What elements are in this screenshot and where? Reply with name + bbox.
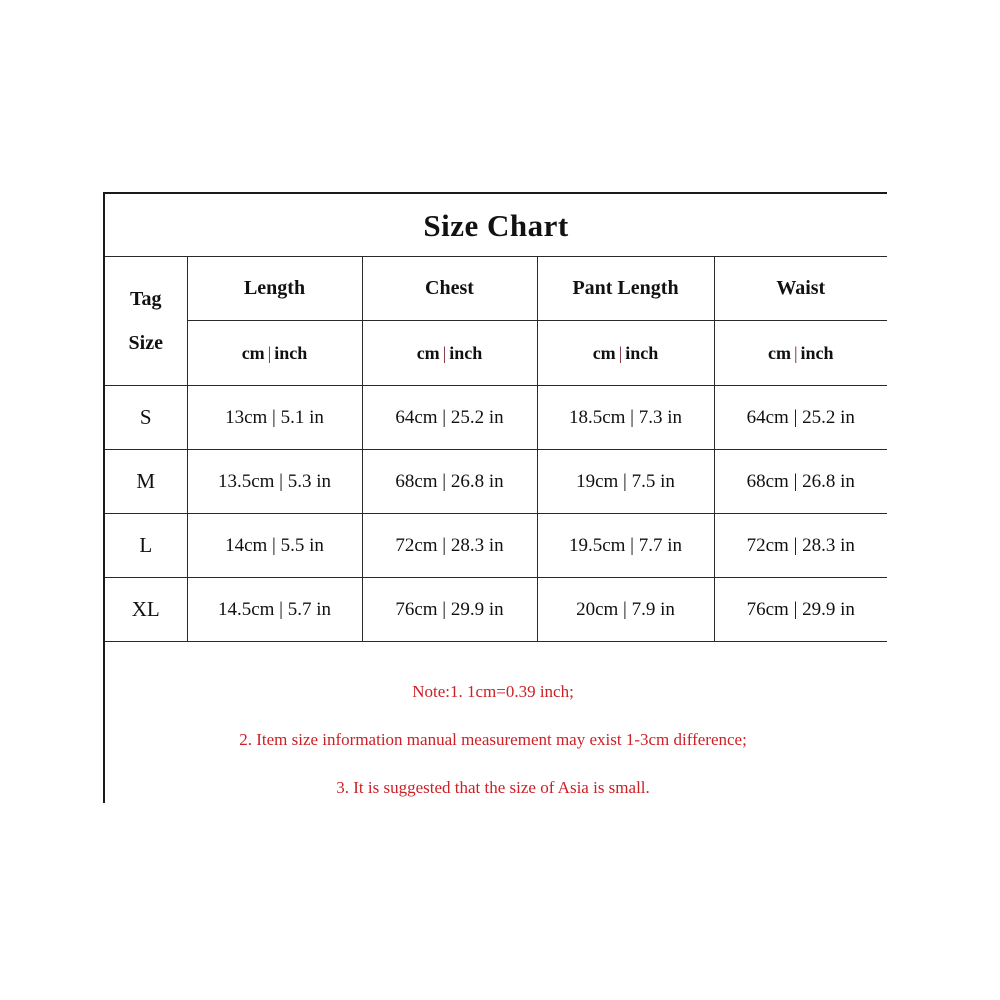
notes-cell: Note:1. 1cm=0.39 inch; 2. Item size info…: [105, 641, 888, 814]
notes-block: Note:1. 1cm=0.39 inch; 2. Item size info…: [105, 661, 887, 796]
pant-length-cell: 19.5cm | 7.7 in: [536, 513, 715, 578]
title-row: Size Chart: [105, 194, 888, 257]
waist-cell: 68cm | 26.8 in: [713, 449, 888, 514]
tag-size-header-cell: Tag Size: [105, 256, 188, 386]
unit-separator: |: [618, 342, 623, 363]
chest-cell: 64cm | 25.2 in: [361, 385, 538, 450]
waist-cell: 76cm | 29.9 in: [713, 577, 888, 642]
length-value: 13.5cm | 5.3 in: [217, 470, 332, 492]
unit-inch: inch: [274, 342, 308, 363]
title-cell: Size Chart: [105, 194, 888, 257]
length-cell: 13cm | 5.1 in: [186, 385, 363, 450]
chest-value: 76cm | 29.9 in: [395, 598, 504, 620]
waist-value: 68cm | 26.8 in: [746, 470, 855, 492]
column-header-label: Chest: [425, 277, 474, 299]
unit-separator: |: [442, 342, 447, 363]
chest-value: 64cm | 25.2 in: [395, 406, 504, 428]
pant-length-value: 20cm | 7.9 in: [576, 598, 675, 620]
pant-length-cell: 18.5cm | 7.3 in: [536, 385, 715, 450]
column-header-chest: Chest: [361, 256, 538, 321]
column-header-pant-length: Pant Length: [536, 256, 715, 321]
length-cell: 14.5cm | 5.7 in: [186, 577, 363, 642]
waist-value: 72cm | 28.3 in: [746, 534, 855, 556]
unit-header-pant-length: cm | inch: [536, 320, 715, 386]
pant-length-cell: 19cm | 7.5 in: [536, 449, 715, 514]
unit-cm: cm: [241, 342, 265, 363]
length-cell: 13.5cm | 5.3 in: [186, 449, 363, 514]
tag-label: Tag: [129, 288, 162, 310]
unit-separator: |: [267, 342, 272, 363]
size-cell: XL: [105, 577, 188, 642]
size-value: S: [139, 405, 152, 429]
note-line-3: 3. It is suggested that the size of Asia…: [336, 777, 650, 797]
note-line-2: 2. Item size information manual measurem…: [239, 729, 747, 749]
chest-cell: 68cm | 26.8 in: [361, 449, 538, 514]
notes-row: Note:1. 1cm=0.39 inch; 2. Item size info…: [105, 641, 888, 814]
unit-header-chest: cm | inch: [361, 320, 538, 386]
pant-length-cell: 20cm | 7.9 in: [536, 577, 715, 642]
size-cell: M: [105, 449, 188, 514]
table-row: S 13cm | 5.1 in 64cm | 25.2 in 18.5cm | …: [105, 385, 888, 450]
size-label: Size: [128, 332, 163, 354]
unit-label: cm | inch: [768, 343, 834, 363]
chest-value: 72cm | 28.3 in: [395, 534, 504, 556]
waist-value: 64cm | 25.2 in: [746, 406, 855, 428]
length-cell: 14cm | 5.5 in: [186, 513, 363, 578]
unit-label: cm | inch: [242, 343, 308, 363]
header-row-units: cm | inch cm | inch cm | inch cm | inch: [105, 320, 888, 386]
waist-cell: 72cm | 28.3 in: [713, 513, 888, 578]
column-header-length: Length: [186, 256, 363, 321]
length-value: 13cm | 5.1 in: [225, 406, 324, 428]
size-cell: L: [105, 513, 188, 578]
waist-cell: 64cm | 25.2 in: [713, 385, 888, 450]
table-row: M 13.5cm | 5.3 in 68cm | 26.8 in 19cm | …: [105, 449, 888, 514]
column-header-label: Waist: [776, 277, 826, 299]
unit-header-waist: cm | inch: [713, 320, 888, 386]
page-title: Size Chart: [423, 207, 569, 243]
size-cell: S: [105, 385, 188, 450]
size-chart-grid: Size Chart Tag Size Length C: [105, 194, 888, 814]
chest-value: 68cm | 26.8 in: [395, 470, 504, 492]
length-value: 14.5cm | 5.7 in: [217, 598, 332, 620]
unit-label: cm | inch: [417, 343, 483, 363]
column-header-label: Pant Length: [572, 277, 679, 299]
unit-header-length: cm | inch: [187, 320, 363, 386]
size-value: M: [136, 469, 156, 493]
size-chart-table: Size Chart Tag Size Length C: [103, 192, 888, 814]
table-row: L 14cm | 5.5 in 72cm | 28.3 in 19.5cm | …: [105, 513, 888, 578]
chest-cell: 72cm | 28.3 in: [361, 513, 538, 578]
table-row: XL 14.5cm | 5.7 in 76cm | 29.9 in 20cm |…: [105, 577, 888, 642]
unit-cm: cm: [592, 342, 616, 363]
length-value: 14cm | 5.5 in: [225, 534, 324, 556]
tag-size-stack: Tag Size: [105, 257, 187, 385]
unit-inch: inch: [449, 342, 483, 363]
pant-length-value: 19.5cm | 7.7 in: [568, 534, 683, 556]
column-header-waist: Waist: [713, 256, 888, 321]
size-value: XL: [131, 597, 160, 621]
unit-inch: inch: [625, 342, 659, 363]
waist-value: 76cm | 29.9 in: [746, 598, 855, 620]
size-value: L: [139, 533, 153, 557]
unit-cm: cm: [416, 342, 440, 363]
note-line-1: Note:1. 1cm=0.39 inch;: [412, 681, 574, 701]
chest-cell: 76cm | 29.9 in: [361, 577, 538, 642]
unit-inch: inch: [800, 342, 834, 363]
pant-length-value: 19cm | 7.5 in: [576, 470, 675, 492]
unit-label: cm | inch: [593, 343, 659, 363]
unit-separator: |: [793, 342, 798, 363]
unit-cm: cm: [767, 342, 791, 363]
header-row-names: Tag Size Length Chest Pant Length Wai: [105, 256, 888, 386]
column-header-label: Length: [243, 277, 306, 299]
pant-length-value: 18.5cm | 7.3 in: [568, 406, 683, 428]
